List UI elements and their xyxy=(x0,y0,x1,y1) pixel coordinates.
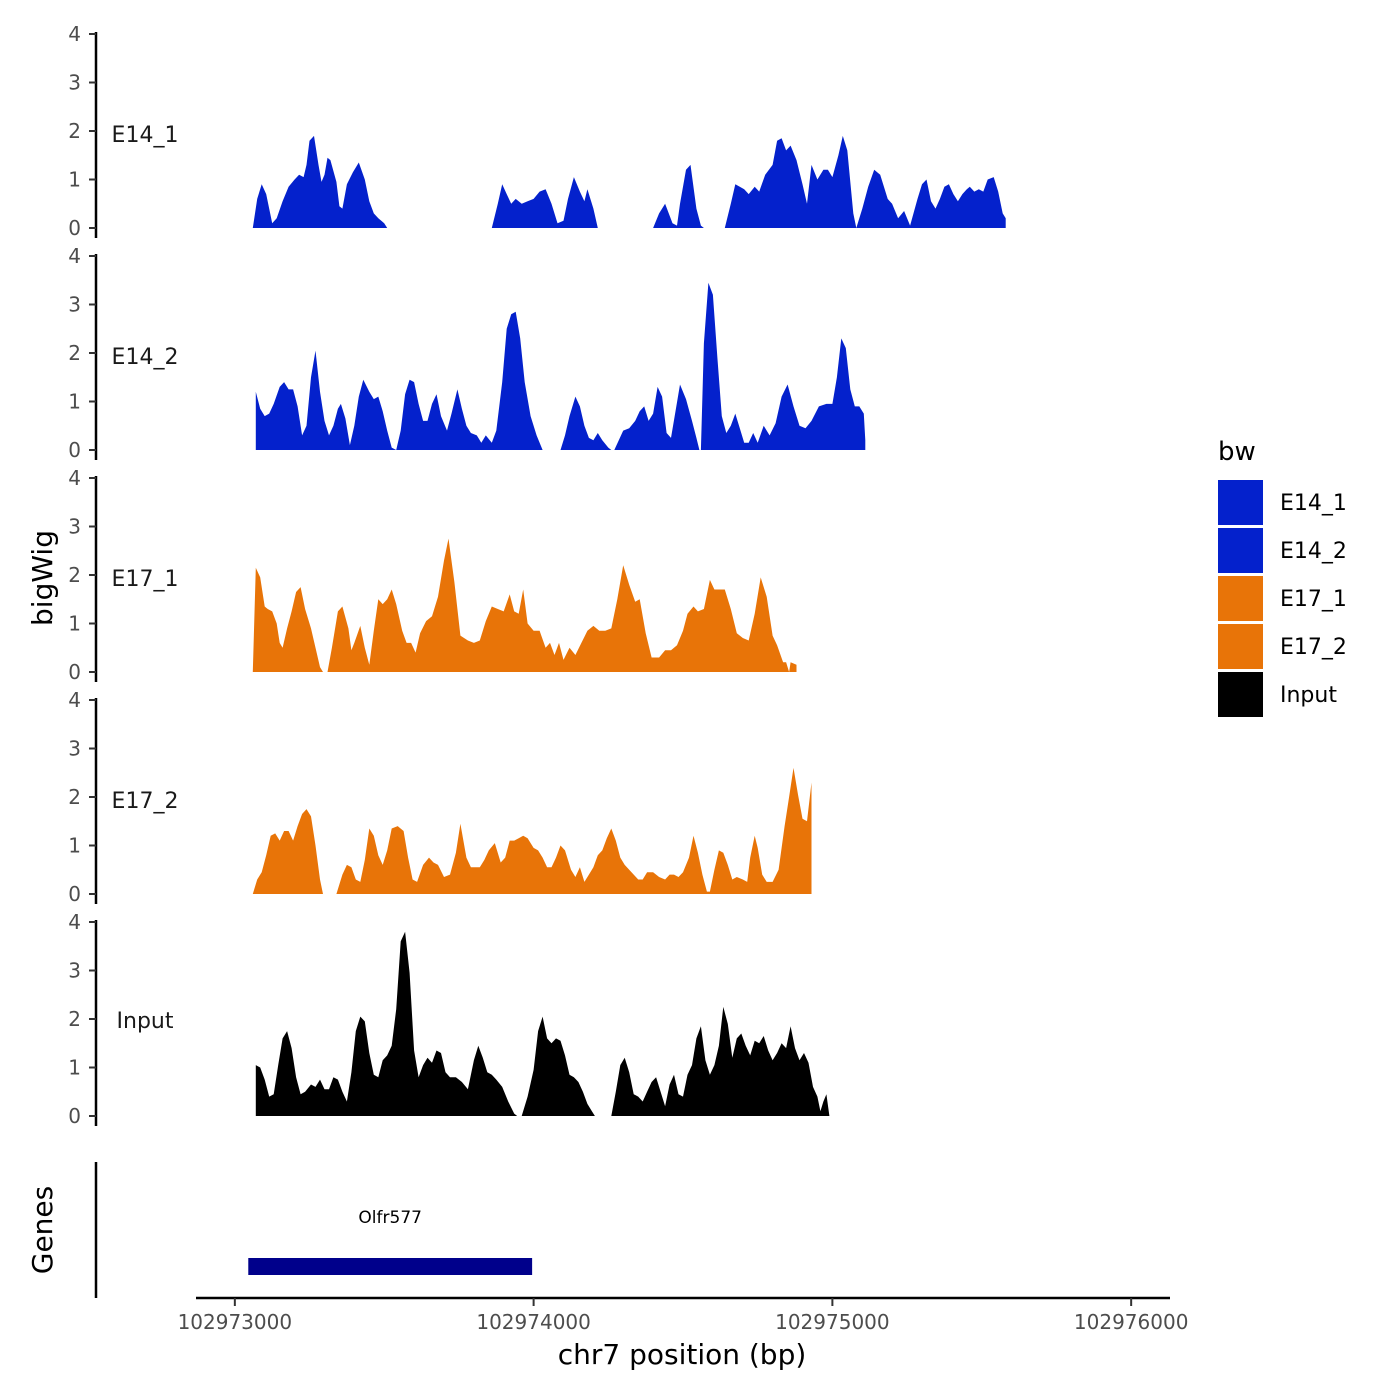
x-axis-title: chr7 position (bp) xyxy=(558,1338,807,1371)
legend-swatch-E14_2 xyxy=(1218,528,1263,573)
legend-swatch-E14_1 xyxy=(1218,480,1263,525)
y-tick-label: 4 xyxy=(68,466,81,490)
track-label-E14_1: E14_1 xyxy=(112,123,179,148)
y-tick-label: 0 xyxy=(68,660,81,684)
genes-axis-title: Genes xyxy=(26,1186,59,1274)
y-tick-label: 2 xyxy=(68,563,81,587)
gene-label: Olfr577 xyxy=(358,1208,422,1228)
y-tick-label: 3 xyxy=(68,959,81,983)
x-tick-label: 102976000 xyxy=(1074,1310,1189,1334)
coverage-area-Input xyxy=(255,931,830,1116)
genes-panel: Genes Olfr577 xyxy=(26,1162,533,1298)
y-tick-label: 0 xyxy=(68,1104,81,1128)
y-axis-title: bigWig xyxy=(26,530,59,626)
legend-swatch-E17_1 xyxy=(1218,576,1263,621)
legend-label-Input: Input xyxy=(1280,683,1337,708)
legend-label-E17_1: E17_1 xyxy=(1280,587,1347,612)
x-tick-label: 102975000 xyxy=(775,1310,890,1334)
coverage-area-E17_1 xyxy=(252,538,797,672)
y-tick-label: 2 xyxy=(68,1007,81,1031)
y-tick-label: 2 xyxy=(68,341,81,365)
y-tick-label: 3 xyxy=(68,71,81,95)
track-label-E17_1: E17_1 xyxy=(112,567,179,592)
y-tick-label: 1 xyxy=(68,612,81,636)
y-tick-label: 2 xyxy=(68,785,81,809)
y-tick-label: 2 xyxy=(68,119,81,143)
track-label-Input: Input xyxy=(117,1009,174,1034)
track-Input: 0 1 2 3 4 Input xyxy=(68,910,830,1128)
y-tick-label: 3 xyxy=(68,515,81,539)
track-E17_1: 0 1 2 3 4 E17_1 xyxy=(68,466,797,684)
y-tick-label: 0 xyxy=(68,882,81,906)
track-E14_1: 0 1 2 3 4 E14_1 xyxy=(68,22,1006,240)
legend-swatch-Input xyxy=(1218,672,1263,717)
y-tick-label: 1 xyxy=(68,390,81,414)
y-tick-label: 4 xyxy=(68,688,81,712)
y-tick-label: 4 xyxy=(68,244,81,268)
coverage-area-E14_1 xyxy=(252,135,1006,228)
track-label-E17_2: E17_2 xyxy=(112,789,179,814)
coverage-tracks: 0 1 2 3 4 E14_1 0 1 2 3 4 E14_2 0 1 2 3 4 E17_1 0 1 2 3 4 E17_2… xyxy=(68,22,1006,1128)
y-tick-label: 1 xyxy=(68,1056,81,1080)
track-E14_2: 0 1 2 3 4 E14_2 xyxy=(68,244,866,462)
coverage-area-E14_2 xyxy=(255,282,866,450)
y-tick-label: 0 xyxy=(68,438,81,462)
y-tick-label: 1 xyxy=(68,834,81,858)
legend-label-E14_1: E14_1 xyxy=(1280,491,1347,516)
y-tick-label: 0 xyxy=(68,216,81,240)
x-axis: chr7 position (bp) 102973000 102974000 102… xyxy=(178,1296,1189,1371)
gene-bar-Olfr577 xyxy=(248,1258,533,1275)
y-tick-label: 1 xyxy=(68,168,81,192)
legend: bw E14_1 E14_2 E17_1 E17_2 Input xyxy=(1218,437,1347,717)
legend-label-E17_2: E17_2 xyxy=(1280,635,1347,660)
x-tick-label: 102974000 xyxy=(476,1310,591,1334)
track-label-E14_2: E14_2 xyxy=(112,345,179,370)
y-tick-label: 3 xyxy=(68,293,81,317)
y-tick-label: 4 xyxy=(68,22,81,46)
legend-title: bw xyxy=(1218,437,1256,467)
y-tick-label: 4 xyxy=(68,910,81,934)
legend-swatch-E17_2 xyxy=(1218,624,1263,669)
x-tick-label: 102973000 xyxy=(178,1310,293,1334)
y-tick-label: 3 xyxy=(68,737,81,761)
legend-label-E14_2: E14_2 xyxy=(1280,539,1347,564)
track-E17_2: 0 1 2 3 4 E17_2 xyxy=(68,688,812,906)
coverage-area-E17_2 xyxy=(252,767,812,894)
